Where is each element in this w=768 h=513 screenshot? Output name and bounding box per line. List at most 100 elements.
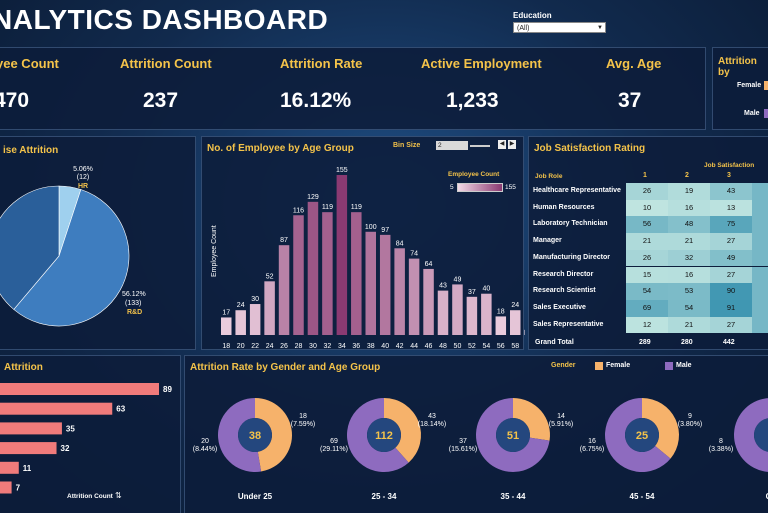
slider-next-button[interactable]: ▶ <box>508 140 516 149</box>
age-bar-28[interactable] <box>293 215 304 335</box>
age-bar-44[interactable] <box>408 258 420 335</box>
table-row[interactable]: Manufacturing Director 26 32 49 <box>529 249 768 267</box>
age-bar-54[interactable] <box>481 293 492 335</box>
age-group-label-3: 45 - 54 <box>630 492 655 501</box>
donut-male-0[interactable] <box>218 398 262 472</box>
sort-icon[interactable]: ⇅ <box>115 491 122 500</box>
age-bar-34[interactable] <box>336 175 348 335</box>
age-tick-20: 20 <box>237 343 245 350</box>
table-row[interactable]: Human Resources 10 16 13 <box>529 199 768 217</box>
age-tick-58: 58 <box>511 343 519 350</box>
age-bar-30[interactable] <box>307 201 319 335</box>
job-cell: 43 <box>710 183 752 200</box>
bin-size-input[interactable]: 2 <box>436 141 468 150</box>
age-tick-56: 56 <box>497 343 505 350</box>
age-tick-50: 50 <box>454 343 462 350</box>
field-bar-label-3: 32 <box>61 444 70 453</box>
kpi-employee-count-label: yee Count <box>0 56 59 71</box>
job-role-label: Sales Executive <box>533 303 586 311</box>
age-bar-label-22: 30 <box>251 296 259 303</box>
legend-min: 5 <box>450 184 454 191</box>
field-bar-3[interactable] <box>0 442 57 455</box>
age-tick-34: 34 <box>338 343 346 350</box>
education-filter-select[interactable]: (All) ▼ <box>513 22 606 33</box>
donut-female-0[interactable] <box>255 398 292 472</box>
age-bar-36[interactable] <box>351 212 362 335</box>
age-bar-label-38: 100 <box>365 224 377 231</box>
age-bar-20[interactable] <box>235 310 246 335</box>
field-bar-0[interactable] <box>0 383 159 395</box>
age-bar-38[interactable] <box>365 231 377 335</box>
kpi-avg-age-label: Avg. Age <box>606 56 662 71</box>
attrition-by-gender-panel: Attrition by Female Male <box>712 47 768 130</box>
donut-male-3[interactable] <box>605 398 671 472</box>
gender-legend-female-swatch <box>595 362 603 370</box>
job-cell: 21 <box>668 316 710 334</box>
education-field-attrition-title: Attrition <box>4 362 43 373</box>
donut-male-count-3: 16 <box>588 438 596 445</box>
age-bar-40[interactable] <box>379 234 391 335</box>
donut-male-4[interactable] <box>734 398 768 472</box>
job-satisfaction-group-header: Job Satisfaction <box>704 162 755 169</box>
donut-female-count-2: 14 <box>557 413 565 420</box>
slider-prev-button[interactable]: ◀ <box>498 140 506 149</box>
donut-female-1[interactable] <box>384 398 421 463</box>
donut-male-2[interactable] <box>476 398 550 472</box>
age-bar-52[interactable] <box>466 296 478 335</box>
age-bar-24[interactable] <box>264 281 275 335</box>
field-bar-4[interactable] <box>0 461 19 474</box>
age-bar-label-28: 116 <box>293 207 304 214</box>
age-bar-32[interactable] <box>322 212 333 335</box>
donut-female-3[interactable] <box>642 398 679 459</box>
age-bar-58[interactable] <box>510 310 521 335</box>
donut-center-4 <box>754 418 768 452</box>
age-bar-label-24: 52 <box>266 273 274 280</box>
age-bar-18[interactable] <box>221 317 232 335</box>
age-tick-22: 22 <box>251 343 259 350</box>
age-bar-42[interactable] <box>394 248 405 335</box>
gender-legend-title: Gender <box>551 362 576 369</box>
table-row[interactable]: Healthcare Representative 26 19 43 <box>529 183 768 200</box>
donut-female-2[interactable] <box>513 398 550 441</box>
donut-female-pct-0: (7.59%) <box>291 421 316 428</box>
donut-center-1 <box>367 418 401 452</box>
attrition-count-axis-label: Attrition Count <box>67 493 113 500</box>
table-row[interactable]: Research Director 15 16 27 <box>529 266 768 284</box>
age-bar-48[interactable] <box>437 290 449 335</box>
gender-legend-female-label: Female <box>606 362 631 369</box>
age-bar-56[interactable] <box>495 316 507 335</box>
table-row[interactable]: Sales Representative 12 21 27 <box>529 316 768 334</box>
pie-slice-2[interactable] <box>0 185 60 310</box>
field-bar-1[interactable] <box>0 402 113 415</box>
table-row[interactable]: Laboratory Technician 56 48 75 <box>529 216 768 234</box>
table-row[interactable]: Sales Executive 69 54 91 <box>529 299 768 317</box>
field-bar-5[interactable] <box>0 481 12 494</box>
job-role-header: Job Role <box>535 173 563 180</box>
age-bar-label-18: 17 <box>222 309 230 316</box>
age-bar-22[interactable] <box>249 304 261 335</box>
pie-label-rd-count: (133) <box>125 300 141 307</box>
field-bar-2[interactable] <box>0 422 62 435</box>
pie-slice-1[interactable] <box>13 189 130 327</box>
kpi-attrition-rate-label: Attrition Rate <box>280 56 363 71</box>
age-tick-18: 18 <box>222 343 230 350</box>
bin-size-slider[interactable] <box>470 145 490 147</box>
table-row[interactable]: Research Scientist 54 53 90 <box>529 283 768 300</box>
job-cell: 91 <box>710 299 752 317</box>
age-bar-label-30: 129 <box>307 194 319 201</box>
donut-center-0 <box>238 418 272 452</box>
page-title: NALYTICS DASHBOARD <box>0 4 329 35</box>
age-group-title: No. of Employee by Age Group <box>207 143 354 154</box>
age-bar-26[interactable] <box>278 245 290 335</box>
age-bar-label-50: 49 <box>454 276 462 283</box>
table-row[interactable]: Manager 21 21 27 <box>529 233 768 250</box>
donut-male-pct-3: (6.75%) <box>580 446 605 453</box>
job-cell-level-4 <box>752 249 768 267</box>
legend-male-swatch <box>764 109 768 118</box>
age-bar-60[interactable] <box>524 329 525 335</box>
age-bar-50[interactable] <box>452 284 463 335</box>
age-bar-46[interactable] <box>423 268 434 335</box>
donut-male-1[interactable] <box>347 398 409 472</box>
age-tick-42: 42 <box>396 343 404 350</box>
job-role-label: Laboratory Technician <box>533 220 608 228</box>
